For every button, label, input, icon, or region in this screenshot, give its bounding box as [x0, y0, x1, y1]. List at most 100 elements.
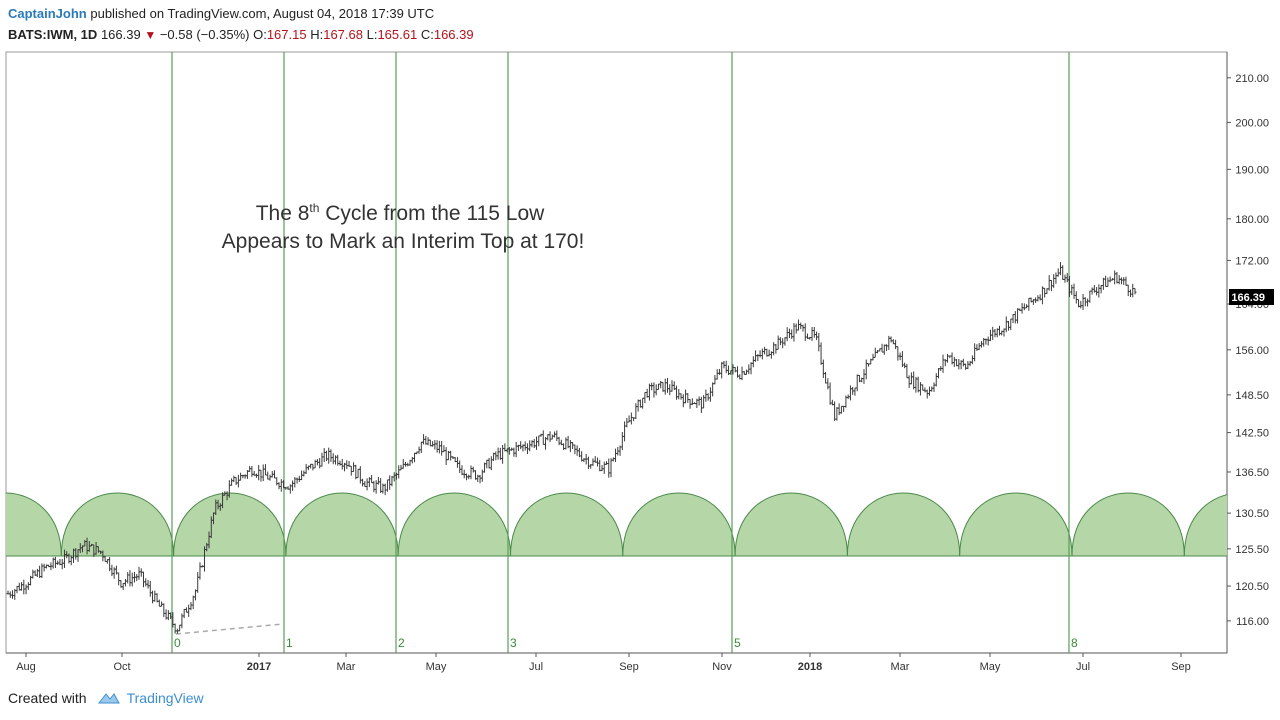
price-bar: [733, 367, 737, 373]
price-bar: [397, 465, 401, 479]
price-bar: [383, 483, 387, 496]
price-bar: [821, 359, 825, 379]
price-bar: [679, 393, 683, 400]
price-bar: [1058, 262, 1062, 276]
price-bar: [388, 475, 392, 490]
price-bar: [433, 439, 437, 450]
price-bar: [184, 607, 188, 613]
price-bar: [894, 339, 898, 350]
price-bar: [557, 436, 561, 446]
y-tick-label: 180.00: [1235, 214, 1269, 226]
price-bar: [1013, 311, 1017, 324]
price-bar: [912, 371, 916, 390]
price-bar: [250, 465, 254, 477]
annotation: The 8th Cycle from the 115 Low Appears t…: [222, 201, 585, 253]
price-bar: [715, 369, 719, 380]
price-bar: [745, 369, 749, 375]
price-bar: [302, 470, 306, 477]
price-bar: [964, 363, 968, 370]
price-bar: [916, 376, 920, 393]
price-bar: [794, 323, 798, 334]
x-tick-label: 2017: [247, 661, 271, 673]
price-bar: [550, 434, 554, 440]
price-bar: [313, 459, 317, 469]
price-bar: [512, 447, 516, 457]
price-bar: [38, 565, 42, 578]
price-bar: [1090, 287, 1094, 295]
price-bar: [711, 382, 715, 397]
tradingview-link[interactable]: TradingView: [126, 690, 204, 706]
price-bar: [295, 477, 299, 484]
last-price: 166.39: [100, 27, 141, 42]
x-tick-label: 2018: [798, 661, 822, 673]
price-bar: [1119, 277, 1123, 285]
price-bar: [103, 556, 107, 563]
price-bar: [449, 450, 453, 461]
price-bar: [611, 457, 615, 462]
price-bar: [31, 569, 35, 579]
price-bar: [324, 450, 328, 462]
open-label: O:: [253, 27, 267, 42]
price-bar: [239, 472, 243, 481]
price-bar: [934, 373, 938, 387]
price-bar: [810, 326, 814, 341]
price-bar: [977, 342, 981, 350]
price-bar: [717, 368, 721, 375]
price-bar: [478, 475, 482, 484]
price-bar: [641, 397, 645, 409]
price-bar: [880, 343, 884, 353]
price-bar: [318, 458, 322, 469]
price-bar: [528, 440, 532, 452]
cycle-marker-label: 1: [286, 636, 293, 650]
price-bar: [652, 382, 656, 398]
price-bar: [365, 478, 369, 491]
x-tick-label: Sep: [1171, 661, 1191, 673]
price-bar: [605, 461, 609, 465]
price-bar: [946, 353, 950, 363]
price-bar: [952, 356, 956, 368]
price-bar: [647, 383, 651, 401]
price-bar: [1054, 272, 1058, 284]
price-bar: [157, 599, 161, 607]
price-bar: [1002, 328, 1006, 337]
y-tick-label: 210.00: [1235, 73, 1269, 85]
price-bar: [385, 479, 389, 492]
price-bar: [444, 447, 448, 466]
cycle-arc: [6, 492, 62, 557]
price-bar: [986, 336, 990, 346]
low-label: L:: [366, 27, 378, 42]
price-bar: [839, 405, 843, 414]
price-bar: [1043, 287, 1047, 298]
tradingview-logo-icon: [97, 693, 120, 704]
price-bar: [600, 464, 604, 472]
price-bar: [1113, 270, 1117, 285]
price-bar: [146, 579, 150, 589]
price-bar: [187, 604, 191, 617]
cycle-arc: [734, 492, 848, 557]
ohlc-legend: BATS:IWM, 1D 166.39 ▼ −0.58 (−0.35%) O:1…: [8, 27, 474, 42]
price-bar: [26, 582, 30, 590]
price-bar: [322, 448, 326, 463]
price-bar: [930, 386, 934, 392]
price-bar: [15, 585, 19, 594]
author-link[interactable]: CaptainJohn: [8, 6, 87, 21]
price-bar: [1079, 300, 1083, 309]
price-bar: [921, 384, 925, 391]
price-bar: [595, 457, 599, 467]
price-bar: [297, 475, 301, 482]
price-bar: [311, 463, 315, 471]
price-bar: [126, 572, 130, 584]
price-bar: [1104, 275, 1108, 287]
x-tick-label: Jul: [1076, 661, 1090, 673]
price-bar: [128, 570, 132, 587]
price-bar: [905, 363, 909, 379]
price-bar: [623, 421, 627, 442]
price-bar: [162, 603, 166, 618]
price-bar: [153, 590, 157, 602]
price-bar: [437, 440, 441, 454]
price-bar: [22, 579, 26, 595]
price-bar: [178, 624, 182, 632]
y-tick-label: 148.50: [1235, 390, 1269, 402]
price-bar: [774, 343, 778, 354]
